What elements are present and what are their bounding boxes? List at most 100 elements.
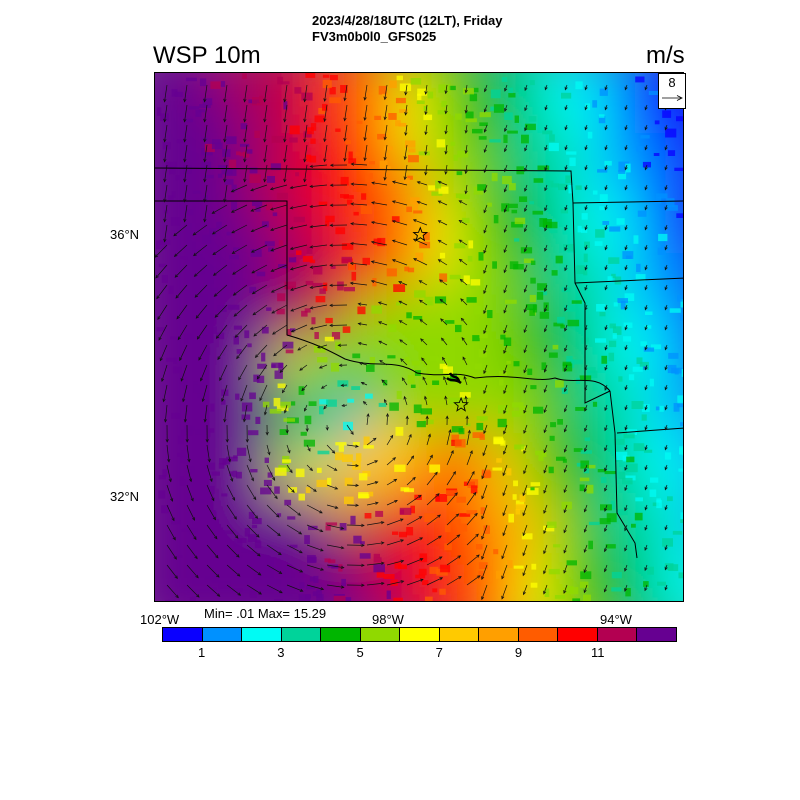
wind-vector xyxy=(166,564,178,580)
wind-vector xyxy=(283,144,288,163)
wind-vector xyxy=(363,104,368,121)
wind-vector xyxy=(323,144,328,163)
wind-vector xyxy=(384,398,388,406)
wind-vector xyxy=(246,564,262,576)
wind-vector xyxy=(250,224,268,233)
wind-vector xyxy=(644,344,648,351)
wind-vector xyxy=(624,84,628,91)
wind-vector xyxy=(306,544,324,552)
state-border-0 xyxy=(155,167,683,204)
wind-vector xyxy=(502,504,508,517)
wind-vector xyxy=(583,524,588,533)
wind-vector xyxy=(329,163,348,167)
wind-vector xyxy=(212,244,228,256)
wind-vector xyxy=(483,304,488,315)
wind-speed-map xyxy=(154,72,684,602)
wind-vector xyxy=(183,404,188,423)
wind-vector xyxy=(523,304,528,313)
wind-vector xyxy=(624,164,628,171)
wind-vector xyxy=(400,358,408,366)
wind-vector xyxy=(664,584,668,591)
wind-vector xyxy=(544,144,548,151)
colorbar-cell-5 xyxy=(360,628,401,641)
wind-vector xyxy=(405,415,409,426)
wind-vector xyxy=(214,304,228,318)
wind-vector xyxy=(329,323,348,328)
wind-vector xyxy=(263,404,268,416)
wind-vector xyxy=(230,184,248,193)
wind-vector xyxy=(584,284,588,291)
wind-vector xyxy=(303,104,308,123)
wind-vector xyxy=(273,344,288,357)
wind-vector xyxy=(306,524,324,533)
wind-vector xyxy=(243,84,248,103)
wind-vector xyxy=(290,284,308,291)
wind-vector xyxy=(371,181,388,186)
wind-vector xyxy=(223,124,228,143)
wind-vector xyxy=(504,124,508,133)
wind-vector xyxy=(283,404,288,414)
wind-vector xyxy=(403,164,408,181)
wind-vector xyxy=(383,104,388,121)
wind-vector xyxy=(624,204,628,211)
wind-vector xyxy=(194,284,208,298)
wind-vector xyxy=(664,424,668,431)
wind-vector xyxy=(289,204,308,210)
wind-vector xyxy=(163,144,168,163)
wind-vector xyxy=(644,524,648,531)
wind-vector xyxy=(522,544,528,557)
wind-vector xyxy=(206,504,216,521)
wind-vector xyxy=(664,204,668,211)
wind-vector xyxy=(180,364,188,382)
wind-vector xyxy=(266,504,280,518)
wind-vector xyxy=(564,364,568,373)
wind-vector xyxy=(323,104,328,123)
wind-vector xyxy=(223,404,228,423)
wind-vector xyxy=(523,244,528,253)
wind-vector xyxy=(664,364,668,371)
wind-vector xyxy=(604,104,608,111)
wind-vector xyxy=(341,403,348,408)
wind-vector xyxy=(289,184,308,190)
wind-vector xyxy=(234,324,248,338)
wind-vector xyxy=(346,463,360,468)
wind-vector xyxy=(604,364,608,371)
wind-vector xyxy=(664,444,668,451)
wind-vector xyxy=(481,544,488,560)
wind-vector xyxy=(406,455,415,466)
wind-vector xyxy=(179,344,188,362)
unit-label: m/s xyxy=(646,42,685,69)
wind-vector xyxy=(464,84,468,94)
wind-vector xyxy=(437,239,448,246)
wind-vector xyxy=(460,317,468,326)
wind-vector xyxy=(286,484,295,493)
wind-vector xyxy=(246,524,260,538)
colorbar-label-7: 7 xyxy=(435,645,443,660)
wind-vector xyxy=(205,424,209,443)
wind-vector xyxy=(203,184,208,203)
wind-vector xyxy=(624,424,628,431)
wind-vector xyxy=(163,204,168,223)
wind-vector xyxy=(584,404,588,412)
wind-vector xyxy=(343,104,348,122)
title-model: FV3m0b0l0_GFS025 xyxy=(312,29,437,44)
wind-vector xyxy=(201,384,208,403)
wind-vector xyxy=(383,144,388,161)
wind-vector xyxy=(583,484,588,493)
colorbar-cell-8 xyxy=(479,628,519,641)
wind-vector xyxy=(604,404,608,412)
wind-vector xyxy=(309,304,328,310)
wind-vector xyxy=(624,564,628,572)
wind-vector xyxy=(664,384,668,391)
wind-vector xyxy=(564,84,568,91)
wind-vector xyxy=(544,124,548,131)
wind-vector xyxy=(564,204,568,211)
wind-vector xyxy=(664,344,668,351)
wind-vector xyxy=(664,564,668,571)
wind-vector xyxy=(503,344,508,354)
wind-vector xyxy=(564,224,568,231)
wind-vector xyxy=(426,454,433,466)
wind-vector xyxy=(221,384,228,402)
wind-vector xyxy=(366,581,385,586)
wind-vector xyxy=(604,164,608,171)
